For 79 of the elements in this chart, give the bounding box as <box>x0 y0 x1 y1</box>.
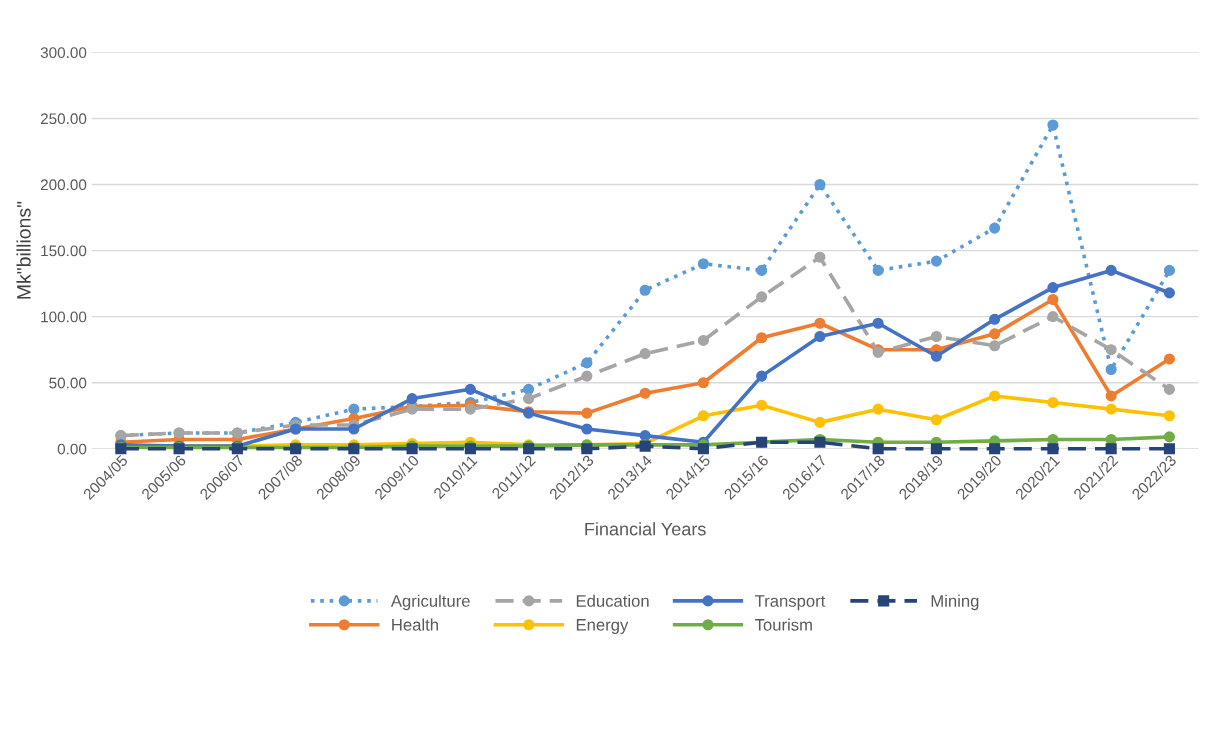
point <box>930 255 942 267</box>
point <box>1163 264 1175 276</box>
y-tick-label: 0.00 <box>57 443 87 455</box>
point <box>930 414 942 426</box>
point <box>1163 287 1175 299</box>
point <box>1047 119 1059 131</box>
point <box>464 403 476 415</box>
point <box>1047 443 1059 455</box>
point <box>989 222 1001 234</box>
point <box>814 178 826 191</box>
point <box>1163 353 1175 365</box>
point <box>989 390 1001 402</box>
y-tick-label: 300.00 <box>40 47 87 59</box>
point <box>1047 293 1059 306</box>
point <box>639 348 651 360</box>
point <box>697 334 709 346</box>
legend-label: Energy <box>576 619 629 635</box>
legend-label: Mining <box>931 594 979 611</box>
point <box>872 443 884 455</box>
point <box>1047 396 1059 409</box>
point <box>581 357 593 369</box>
point <box>1105 264 1117 276</box>
point <box>406 393 418 405</box>
point <box>1163 410 1175 422</box>
point <box>581 407 593 419</box>
y-tick-label: 150.00 <box>41 245 87 257</box>
y-tick-label: 50.00 <box>49 377 87 389</box>
point <box>1105 363 1117 376</box>
point <box>989 313 1001 325</box>
point <box>464 383 476 395</box>
point <box>1105 443 1117 455</box>
point <box>581 423 593 435</box>
point <box>989 340 1001 352</box>
point <box>581 370 593 382</box>
point <box>1105 390 1117 402</box>
point <box>756 399 768 411</box>
x-axis-title: Financial Years <box>585 522 706 536</box>
point <box>1105 403 1117 415</box>
point <box>930 350 942 362</box>
point <box>1047 311 1059 323</box>
point <box>814 251 826 263</box>
y-tick-label: 250.00 <box>40 113 87 125</box>
legend-label: Education <box>576 594 649 607</box>
y-axis-title: Mk"billions" <box>16 201 31 299</box>
point <box>697 443 709 455</box>
point <box>930 443 942 455</box>
point <box>989 443 1001 455</box>
point <box>989 328 1001 340</box>
point <box>523 393 535 405</box>
legend-label: Transport <box>755 595 826 611</box>
point <box>814 317 826 329</box>
point <box>756 332 768 344</box>
point <box>697 410 709 422</box>
point <box>581 443 593 455</box>
legend-label: Agriculture <box>390 594 470 611</box>
point <box>814 416 826 428</box>
point <box>697 377 709 389</box>
y-tick-label: 100.00 <box>41 311 87 323</box>
point <box>348 423 360 435</box>
point <box>756 370 768 382</box>
point <box>639 284 651 296</box>
point <box>814 330 826 343</box>
point <box>872 317 884 329</box>
point <box>697 258 709 270</box>
point <box>756 264 768 276</box>
point <box>523 383 535 395</box>
legend-label: Tourism <box>755 618 812 631</box>
point <box>872 264 884 276</box>
y-tick-label: 200.00 <box>40 179 87 191</box>
point <box>756 291 768 303</box>
legend-label: Health <box>392 618 438 631</box>
point <box>639 387 651 399</box>
point <box>930 330 942 343</box>
point <box>1163 443 1175 455</box>
point <box>1047 282 1059 294</box>
point <box>1105 344 1117 356</box>
point <box>872 403 884 415</box>
point <box>1163 431 1175 443</box>
point <box>1163 383 1175 395</box>
